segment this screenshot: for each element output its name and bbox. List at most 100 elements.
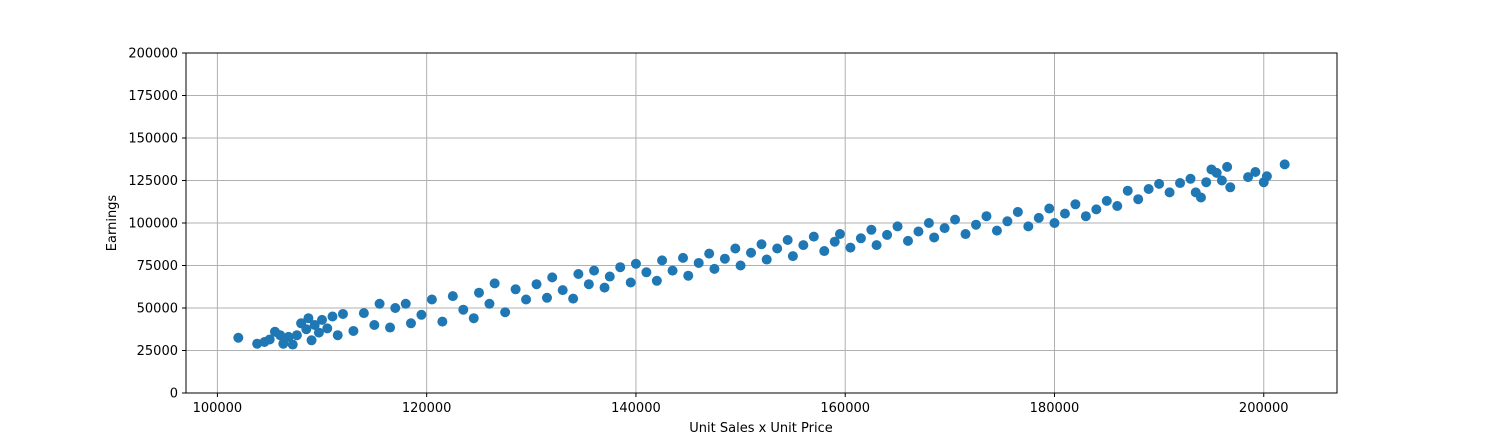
scatter-point — [1122, 185, 1133, 196]
scatter-point — [834, 229, 845, 240]
y-tick-label: 175000 — [128, 89, 178, 104]
y-tick-label: 75000 — [137, 259, 178, 274]
scatter-point — [719, 253, 730, 264]
scatter-point — [683, 270, 694, 281]
scatter-point — [1044, 203, 1055, 214]
scatter-point — [1222, 161, 1233, 172]
scatter-point — [400, 298, 411, 309]
scatter-point — [735, 260, 746, 271]
scatter-point — [971, 219, 982, 230]
scatter-point — [385, 322, 396, 333]
scatter-point — [510, 284, 521, 295]
scatter-point — [374, 298, 385, 309]
scatter-point — [730, 243, 741, 254]
scatter-point — [1175, 178, 1186, 189]
data-points — [233, 159, 1290, 350]
x-tick-label: 120000 — [402, 401, 452, 416]
scatter-point — [651, 275, 662, 286]
scatter-point — [678, 252, 689, 263]
scatter-point — [291, 330, 302, 341]
scatter-point — [1225, 182, 1236, 193]
scatter-point — [473, 287, 484, 298]
scatter-point — [657, 255, 668, 266]
scatter-point — [531, 279, 542, 290]
scatter-point — [808, 231, 819, 242]
scatter-point — [589, 265, 600, 276]
scatter-point — [306, 335, 317, 346]
scatter-point — [426, 294, 437, 305]
scatter-point — [902, 235, 913, 246]
scatter-point — [573, 269, 584, 279]
scatter-point — [693, 257, 704, 268]
scatter-point — [303, 313, 314, 324]
scatter-point — [1002, 216, 1013, 227]
y-tick-label: 50000 — [137, 302, 178, 317]
y-tick-label: 100000 — [128, 217, 178, 232]
scatter-point — [604, 271, 615, 282]
scatter-point — [871, 240, 882, 251]
scatter-point — [437, 316, 448, 327]
scatter-point — [283, 331, 294, 342]
scatter-point — [327, 311, 338, 322]
scatter-point — [667, 265, 678, 276]
scatter-point — [761, 254, 772, 265]
scatter-point — [322, 323, 333, 334]
scatter-point — [521, 294, 532, 305]
scatter-point — [1243, 172, 1254, 183]
y-tick-label: 150000 — [128, 132, 178, 147]
scatter-point — [630, 258, 641, 269]
scatter-point — [332, 330, 343, 341]
scatter-point — [892, 221, 903, 232]
scatter-point — [798, 240, 809, 251]
scatter-point — [337, 308, 348, 319]
scatter-point — [1279, 159, 1290, 170]
scatter-point — [1185, 173, 1196, 184]
scatter-point — [845, 242, 856, 253]
scatter-point — [923, 218, 934, 228]
x-tick-label: 180000 — [1030, 401, 1080, 416]
scatter-point — [855, 233, 866, 244]
scatter-point — [1012, 206, 1023, 217]
x-axis-ticks: 100000 120000 140000 160000 180000 200000 — [193, 393, 1289, 416]
y-tick-label: 0 — [170, 387, 178, 402]
scatter-point — [317, 314, 328, 325]
y-tick-label: 200000 — [128, 47, 178, 62]
scatter-point — [275, 330, 286, 341]
scatter-point — [1216, 175, 1227, 186]
scatter-point — [278, 338, 289, 349]
scatter-point — [641, 267, 652, 278]
scatter-point — [500, 307, 511, 318]
y-tick-label: 25000 — [137, 344, 178, 359]
scatter-point — [991, 225, 1002, 236]
scatter-point — [358, 308, 369, 319]
scatter-point — [309, 320, 320, 330]
scatter-point — [583, 279, 594, 290]
scatter-point — [913, 226, 924, 237]
scatter-point — [1195, 192, 1206, 203]
scatter-point — [369, 320, 380, 330]
scatter-point — [233, 332, 244, 343]
scatter-point — [568, 293, 579, 304]
y-axis-ticks: 0 25000 50000 75000 100000 125000 150000 175000… — [128, 47, 186, 402]
scatter-point — [541, 292, 552, 303]
x-tick-label: 160000 — [820, 401, 870, 416]
scatter-point — [468, 313, 479, 324]
scatter-point — [1133, 194, 1144, 205]
scatter-point — [829, 236, 840, 247]
scatter-point — [787, 251, 798, 262]
scatter-point — [709, 263, 720, 274]
scatter-point — [929, 232, 940, 243]
y-tick-label: 125000 — [128, 174, 178, 189]
scatter-point — [1201, 177, 1212, 188]
scatter-point — [1023, 221, 1034, 232]
scatter-point — [1091, 204, 1102, 215]
scatter-point — [390, 303, 401, 313]
scatter-point — [772, 243, 783, 254]
scatter-point — [557, 285, 568, 296]
scatter-point — [348, 325, 359, 336]
scatter-point — [866, 224, 877, 235]
scatter-point — [1211, 167, 1222, 178]
scatter-point — [625, 277, 636, 288]
scatter-point — [1049, 218, 1060, 228]
